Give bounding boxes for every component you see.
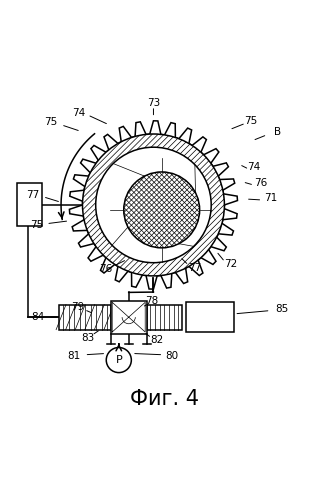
Bar [59,304,111,330]
Bar [147,304,182,330]
Text: B: B [274,127,281,137]
Text: 80: 80 [165,351,178,361]
Text: 81: 81 [68,351,81,361]
Text: 78: 78 [145,295,158,306]
Text: 79: 79 [71,302,84,312]
Text: 74: 74 [73,108,86,118]
Text: 75: 75 [45,117,58,127]
Text: P: P [115,355,122,365]
Text: 85: 85 [276,304,289,314]
Text: 74: 74 [248,162,261,172]
Text: 73: 73 [147,98,160,108]
Text: 84: 84 [31,312,45,322]
Text: 75: 75 [244,116,257,126]
Text: 76: 76 [99,263,112,273]
Text: 71: 71 [264,193,277,204]
Text: 83: 83 [81,333,94,343]
Circle shape [106,347,131,373]
Text: 76: 76 [254,179,267,189]
Text: 77: 77 [188,262,201,272]
Bar [17,184,42,227]
Bar [111,301,147,334]
Text: 72: 72 [224,259,238,269]
Circle shape [82,134,224,276]
Text: 75: 75 [30,220,43,230]
Circle shape [124,172,200,248]
Text: 77: 77 [26,190,40,200]
Text: 82: 82 [150,335,163,345]
Circle shape [96,147,211,262]
Text: Фиг. 4: Фиг. 4 [130,389,200,409]
Bar [186,302,234,332]
